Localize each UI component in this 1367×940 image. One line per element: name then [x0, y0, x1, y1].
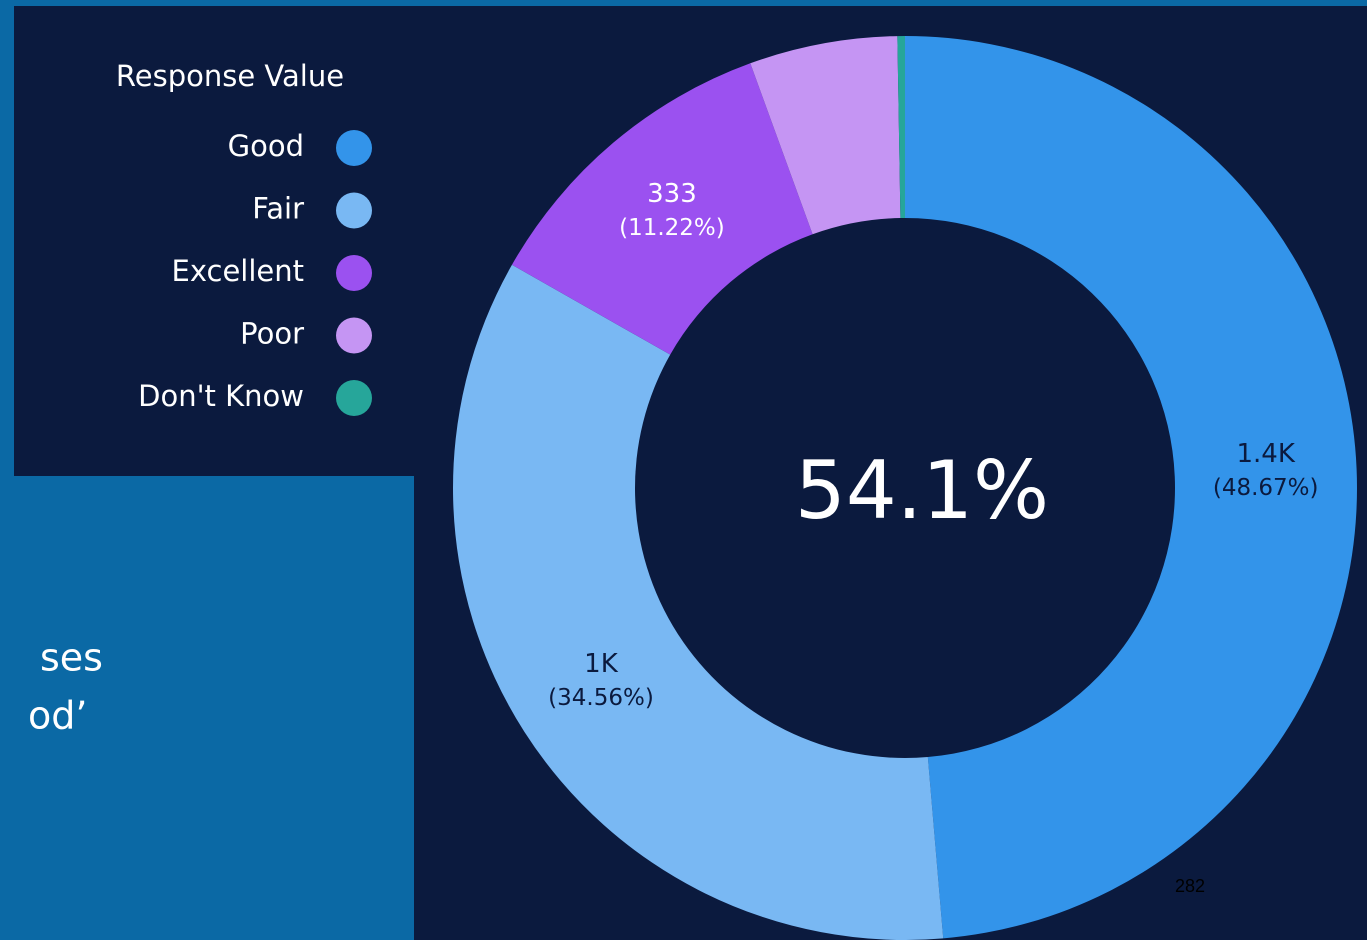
- data-label: 1K: [584, 649, 619, 679]
- data-label: 1.4K: [1236, 439, 1295, 469]
- center-label: 54.1%: [795, 444, 1049, 537]
- donut-segment: [750, 36, 901, 235]
- slide-text: od’: [28, 694, 87, 738]
- legend-swatch: [336, 380, 372, 416]
- percent-label: (11.22%): [619, 215, 725, 241]
- donut-segment: [453, 264, 944, 940]
- data-label: 333: [647, 179, 697, 209]
- legend-swatch: [336, 255, 372, 291]
- donut-segment: [511, 63, 813, 355]
- legend-swatch: [336, 130, 372, 166]
- legend-label: Good: [228, 129, 304, 163]
- legend-label: Poor: [240, 317, 304, 351]
- legend-swatch: [336, 317, 372, 354]
- legend-label: Don't Know: [138, 379, 304, 413]
- percent-label: (48.67%): [1213, 475, 1319, 501]
- donut-segment: [905, 36, 1358, 939]
- slide-text: ses: [40, 636, 103, 680]
- legend-label: Fair: [252, 192, 304, 226]
- donut-segment: [897, 36, 905, 219]
- percent-label: (34.56%): [548, 685, 654, 711]
- legend-title: Response Value: [116, 59, 344, 93]
- legend-label: Excellent: [172, 254, 304, 288]
- legend-swatch: [336, 192, 372, 229]
- page-number: 282: [1175, 876, 1205, 896]
